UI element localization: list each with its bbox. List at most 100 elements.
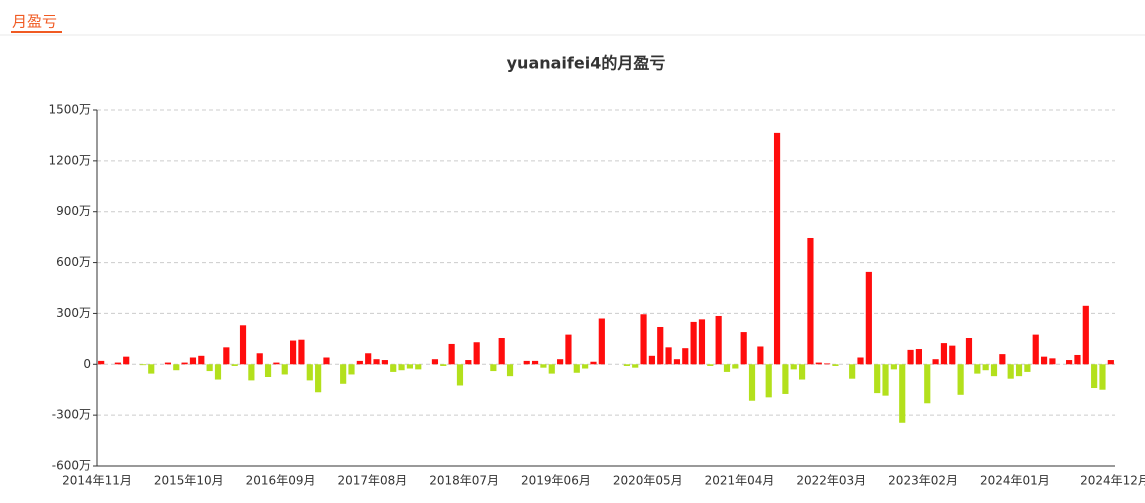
bar <box>582 364 589 369</box>
x-tick-label: 2019年06月 <box>521 474 591 488</box>
tab-title[interactable]: 月盈亏 <box>12 13 57 31</box>
bar <box>765 364 772 398</box>
bar <box>682 348 689 365</box>
x-tick-label: 2015年10月 <box>154 474 224 488</box>
bar <box>632 364 639 368</box>
bar <box>807 237 814 365</box>
bar <box>181 362 188 365</box>
bar <box>999 354 1006 365</box>
bar <box>657 326 664 365</box>
bar <box>198 355 205 365</box>
bar <box>523 360 530 365</box>
y-tick-label: 1500万 <box>48 103 91 117</box>
bar <box>965 338 973 365</box>
bar <box>315 364 322 393</box>
bar <box>782 364 789 394</box>
bar <box>465 360 472 365</box>
bar <box>1107 360 1114 365</box>
bar <box>899 364 906 423</box>
bar <box>540 364 547 368</box>
x-tick-label: 2014年11月 <box>62 474 132 488</box>
bar <box>306 364 313 381</box>
bar <box>440 364 447 366</box>
bar <box>256 353 263 365</box>
bar <box>1007 364 1014 379</box>
bar <box>673 359 681 365</box>
bar <box>949 345 956 365</box>
bar <box>214 364 222 380</box>
bar <box>557 359 564 365</box>
bar <box>790 364 797 370</box>
bar <box>1024 364 1031 372</box>
y-tick-label: 300万 <box>56 306 91 320</box>
bar <box>1091 364 1098 389</box>
y-tick-label: 600万 <box>56 255 91 269</box>
bar <box>865 271 872 365</box>
bar <box>390 364 397 372</box>
bar <box>173 364 180 371</box>
bar <box>773 132 781 365</box>
bar <box>940 343 948 365</box>
bar <box>498 338 505 365</box>
bar <box>573 364 580 373</box>
x-tick-label: 2022年03月 <box>796 474 866 488</box>
bar <box>431 359 439 365</box>
bar <box>665 347 672 365</box>
bar <box>456 364 464 386</box>
bar <box>381 360 388 365</box>
bar <box>640 314 647 365</box>
bar <box>832 364 839 366</box>
bar <box>982 364 989 371</box>
y-tick-label: 900万 <box>56 204 91 218</box>
bar <box>707 364 714 366</box>
x-tick-label: 2023年02月 <box>888 474 958 488</box>
bar <box>290 340 297 365</box>
bar <box>723 364 731 372</box>
bar <box>715 315 722 365</box>
bar <box>1099 364 1106 390</box>
chart-title: yuanaifei4的月盈亏 <box>507 54 666 73</box>
bar <box>548 364 555 374</box>
bar <box>164 362 172 365</box>
bar <box>98 360 105 365</box>
bar <box>264 364 272 377</box>
bar <box>223 347 230 365</box>
bar <box>273 362 280 365</box>
x-tick-label: 2018年07月 <box>429 474 499 488</box>
bar <box>348 364 355 375</box>
x-tick-label: 2020年05月 <box>613 474 683 488</box>
bar <box>974 364 981 374</box>
bar <box>239 325 247 365</box>
bar <box>340 364 347 384</box>
bar <box>874 364 881 394</box>
bar <box>231 364 238 366</box>
bar <box>799 364 806 380</box>
bar <box>1040 356 1048 365</box>
bar <box>907 349 914 365</box>
x-tick-label: 2016年09月 <box>246 474 316 488</box>
bar <box>139 364 146 366</box>
bar <box>473 342 480 365</box>
bar <box>123 356 130 365</box>
bar <box>824 363 831 365</box>
bar <box>915 349 922 365</box>
bar <box>1066 360 1073 365</box>
bar <box>1082 305 1089 365</box>
bar <box>281 364 288 375</box>
bar <box>815 362 822 365</box>
bar <box>957 364 964 395</box>
bar <box>882 364 889 396</box>
bar <box>648 355 655 365</box>
bar <box>406 364 413 369</box>
bar <box>1015 364 1023 377</box>
bar <box>890 364 897 370</box>
x-tick-label: 2021年04月 <box>705 474 775 488</box>
bar <box>1032 334 1039 365</box>
x-tick-label: 2024年12月 <box>1080 474 1145 488</box>
bar <box>849 364 856 379</box>
bar <box>189 357 197 365</box>
bar <box>373 359 380 365</box>
bar <box>365 353 372 365</box>
bar <box>1074 354 1081 365</box>
